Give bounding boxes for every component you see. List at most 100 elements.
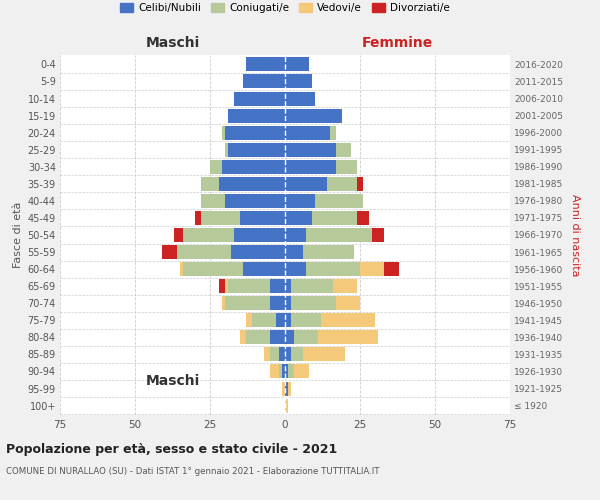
Bar xyxy=(294,364,309,378)
Bar xyxy=(285,296,291,310)
Bar xyxy=(306,228,372,242)
Bar xyxy=(321,314,375,328)
Bar xyxy=(285,194,315,208)
Bar xyxy=(243,262,285,276)
Bar xyxy=(225,126,285,140)
Bar xyxy=(183,228,234,242)
Bar xyxy=(285,160,336,173)
Bar xyxy=(303,348,345,362)
Bar xyxy=(222,126,225,140)
Bar xyxy=(285,142,336,156)
Bar xyxy=(225,296,270,310)
Bar xyxy=(285,74,312,88)
Bar xyxy=(336,296,360,310)
Bar xyxy=(270,364,279,378)
Text: Maschi: Maschi xyxy=(145,374,200,388)
Bar xyxy=(279,364,282,378)
Bar xyxy=(174,228,183,242)
Bar xyxy=(180,262,183,276)
Bar xyxy=(291,279,333,293)
Bar xyxy=(210,160,222,173)
Text: COMUNE DI NURALLAO (SU) - Dati ISTAT 1° gennaio 2021 - Elaborazione TUTTITALIA.I: COMUNE DI NURALLAO (SU) - Dati ISTAT 1° … xyxy=(6,468,380,476)
Y-axis label: Anni di nascita: Anni di nascita xyxy=(570,194,580,276)
Bar xyxy=(285,126,330,140)
Bar xyxy=(240,330,246,344)
Bar xyxy=(285,92,315,106)
Bar xyxy=(285,108,342,122)
Bar xyxy=(303,245,354,259)
Bar xyxy=(384,262,399,276)
Bar xyxy=(264,348,270,362)
Bar xyxy=(276,314,285,328)
Bar xyxy=(285,245,303,259)
Bar xyxy=(279,348,285,362)
Bar xyxy=(201,211,240,225)
Bar xyxy=(240,211,285,225)
Bar xyxy=(246,314,252,328)
Bar xyxy=(333,279,357,293)
Bar xyxy=(291,348,303,362)
Bar xyxy=(291,314,321,328)
Bar xyxy=(312,211,357,225)
Bar xyxy=(162,245,177,259)
Bar xyxy=(291,296,336,310)
Bar xyxy=(285,348,291,362)
Bar xyxy=(222,160,285,173)
Bar xyxy=(243,74,285,88)
Bar xyxy=(270,330,285,344)
Bar xyxy=(285,330,294,344)
Bar xyxy=(294,330,318,344)
Bar xyxy=(231,245,285,259)
Bar xyxy=(219,279,225,293)
Bar xyxy=(285,58,309,71)
Bar xyxy=(201,194,225,208)
Bar xyxy=(285,279,291,293)
Bar xyxy=(336,142,351,156)
Bar xyxy=(288,382,291,396)
Bar xyxy=(234,228,285,242)
Bar xyxy=(285,228,306,242)
Bar xyxy=(195,211,201,225)
Bar xyxy=(282,364,285,378)
Bar xyxy=(234,92,285,106)
Bar xyxy=(285,314,291,328)
Bar xyxy=(357,211,369,225)
Bar xyxy=(252,314,276,328)
Bar xyxy=(285,211,312,225)
Bar xyxy=(225,194,285,208)
Text: Maschi: Maschi xyxy=(145,36,200,50)
Text: Popolazione per età, sesso e stato civile - 2021: Popolazione per età, sesso e stato civil… xyxy=(6,442,337,456)
Bar xyxy=(270,348,279,362)
Bar xyxy=(228,142,285,156)
Bar xyxy=(201,177,219,191)
Bar xyxy=(360,262,384,276)
Bar xyxy=(372,228,384,242)
Bar xyxy=(270,279,285,293)
Bar xyxy=(318,330,378,344)
Y-axis label: Fasce di età: Fasce di età xyxy=(13,202,23,268)
Bar xyxy=(177,245,231,259)
Bar xyxy=(246,330,270,344)
Legend: Celibi/Nubili, Coniugati/e, Vedovi/e, Divorziati/e: Celibi/Nubili, Coniugati/e, Vedovi/e, Di… xyxy=(116,0,454,18)
Text: Femmine: Femmine xyxy=(362,36,433,50)
Bar xyxy=(327,177,357,191)
Bar xyxy=(285,262,306,276)
Bar xyxy=(225,142,228,156)
Bar xyxy=(183,262,243,276)
Bar xyxy=(336,160,357,173)
Bar xyxy=(315,194,363,208)
Bar xyxy=(228,279,270,293)
Bar xyxy=(285,364,288,378)
Bar xyxy=(285,382,288,396)
Bar xyxy=(246,58,285,71)
Bar xyxy=(285,177,327,191)
Bar xyxy=(288,364,294,378)
Bar xyxy=(306,262,360,276)
Bar xyxy=(228,108,285,122)
Bar xyxy=(282,382,285,396)
Bar xyxy=(225,279,228,293)
Bar xyxy=(285,398,288,412)
Bar xyxy=(357,177,363,191)
Bar xyxy=(222,296,225,310)
Bar xyxy=(330,126,336,140)
